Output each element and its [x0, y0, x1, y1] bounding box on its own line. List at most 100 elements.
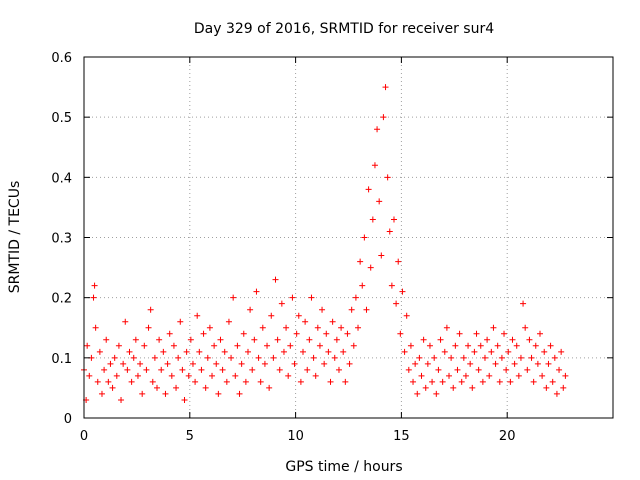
data-point	[236, 390, 243, 397]
data-point	[388, 282, 395, 289]
data-point	[160, 348, 167, 355]
data-point	[118, 396, 125, 403]
data-point	[183, 348, 190, 355]
data-point	[270, 354, 277, 361]
data-point	[541, 348, 548, 355]
data-point	[151, 354, 158, 361]
data-point	[507, 378, 514, 385]
data-point	[209, 372, 216, 379]
y-tick-label: 0	[64, 412, 72, 427]
data-point	[147, 306, 154, 313]
data-point	[202, 384, 209, 391]
data-point	[338, 324, 345, 331]
data-point	[431, 354, 438, 361]
data-point	[416, 354, 423, 361]
data-point	[371, 162, 378, 169]
data-point	[395, 258, 402, 265]
data-point	[90, 294, 97, 301]
data-point	[134, 372, 141, 379]
data-point	[126, 348, 133, 355]
data-point	[539, 372, 546, 379]
data-point	[352, 294, 359, 301]
data-point	[221, 348, 228, 355]
data-point	[234, 342, 241, 349]
data-point	[251, 336, 258, 343]
data-point	[346, 360, 353, 367]
data-point	[458, 378, 465, 385]
data-point	[384, 174, 391, 181]
data-point	[213, 360, 220, 367]
x-axis-ticks: 0 5 10 15 20	[80, 57, 515, 444]
data-point	[456, 330, 463, 337]
data-point	[522, 324, 529, 331]
data-point	[302, 318, 309, 325]
data-point	[536, 330, 543, 337]
data-point	[306, 336, 313, 343]
data-point	[280, 348, 287, 355]
data-point	[443, 324, 450, 331]
data-point	[139, 390, 146, 397]
data-point	[520, 300, 527, 307]
data-point	[325, 348, 332, 355]
data-point	[556, 366, 563, 373]
x-axis-label: GPS time / hours	[285, 459, 402, 475]
data-point	[524, 366, 531, 373]
data-point	[386, 228, 393, 235]
data-point	[230, 294, 237, 301]
data-point	[122, 318, 129, 325]
y-tick-label: 0.4	[51, 171, 72, 186]
data-point	[327, 378, 334, 385]
data-point	[376, 198, 383, 205]
data-point	[429, 378, 436, 385]
data-point	[329, 318, 336, 325]
data-point	[553, 390, 560, 397]
data-point	[418, 372, 425, 379]
data-point	[363, 306, 370, 313]
data-point	[162, 390, 169, 397]
data-point	[173, 384, 180, 391]
data-point	[261, 360, 268, 367]
data-point	[168, 372, 175, 379]
data-point	[547, 342, 554, 349]
data-point	[365, 186, 372, 193]
data-point	[242, 378, 249, 385]
data-point	[407, 342, 414, 349]
data-point	[498, 354, 505, 361]
data-point	[560, 384, 567, 391]
data-point	[490, 324, 497, 331]
data-point	[103, 336, 110, 343]
data-point	[149, 378, 156, 385]
data-point	[323, 330, 330, 337]
data-point	[264, 342, 271, 349]
data-point	[84, 342, 91, 349]
data-point	[412, 360, 419, 367]
data-point	[206, 324, 213, 331]
data-point	[170, 342, 177, 349]
y-axis-label: SRMTID / TECUs	[7, 181, 23, 294]
data-point	[101, 366, 108, 373]
data-point	[534, 360, 541, 367]
data-point	[454, 366, 461, 373]
data-point	[475, 366, 482, 373]
x-tick-label: 10	[287, 429, 304, 444]
data-point	[96, 348, 103, 355]
data-point	[558, 348, 565, 355]
data-point	[426, 342, 433, 349]
data-point	[494, 342, 501, 349]
chart-title: Day 329 of 2016, SRMTID for receiver sur…	[194, 21, 494, 37]
data-point	[471, 348, 478, 355]
data-point	[92, 324, 99, 331]
data-point	[244, 348, 251, 355]
data-point	[247, 306, 254, 313]
data-point	[177, 318, 184, 325]
data-point	[367, 264, 374, 271]
data-point	[486, 372, 493, 379]
data-point	[484, 336, 491, 343]
data-point	[232, 372, 239, 379]
data-point	[259, 324, 266, 331]
data-point	[403, 312, 410, 319]
data-point	[198, 366, 205, 373]
data-point	[344, 330, 351, 337]
data-point	[181, 396, 188, 403]
